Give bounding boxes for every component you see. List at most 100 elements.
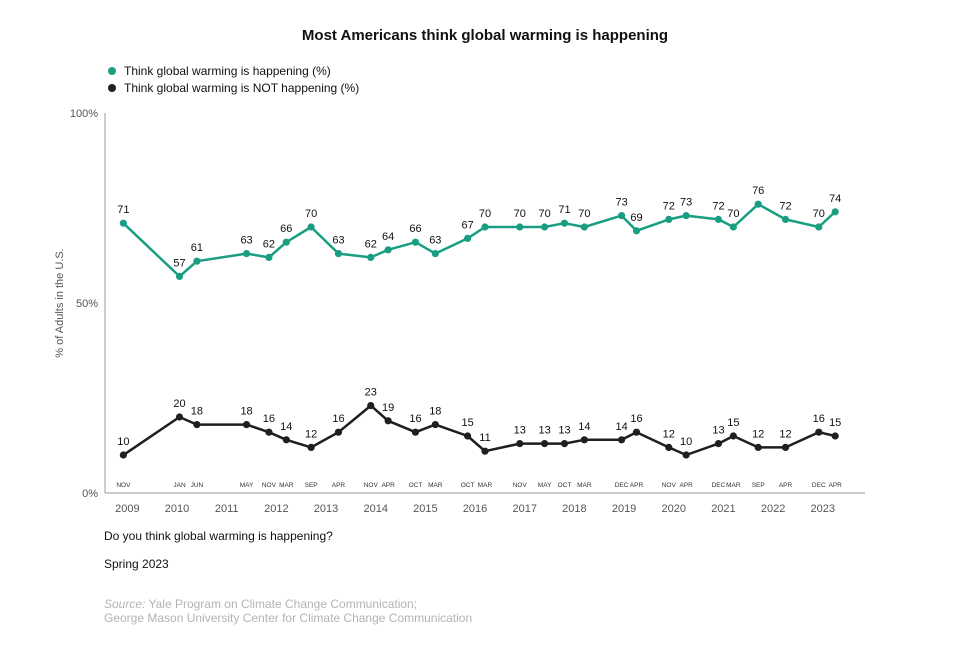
data-point-happening — [175, 272, 184, 280]
data-label-happening: 70 — [514, 208, 526, 220]
x-tick-label-month: MAR — [577, 482, 592, 489]
y-axis-title: % of Adults in the U.S. — [54, 248, 66, 357]
y-tick-label: 100% — [70, 108, 98, 120]
x-tick-label-month: APR — [381, 482, 395, 489]
data-label-happening: 70 — [538, 208, 550, 220]
x-tick-label-month: APR — [630, 482, 644, 489]
data-label-happening: 62 — [365, 238, 377, 250]
x-tick-label-month: DEC — [812, 482, 826, 489]
x-tick-label-month: NOV — [262, 482, 277, 489]
legend-label-happening: Think global warming is happening (%) — [124, 64, 331, 78]
data-point-happening — [464, 234, 472, 242]
data-point-happening — [815, 223, 823, 231]
data-point-happening — [431, 250, 439, 258]
x-tick-label-year: 2009 — [115, 503, 139, 515]
data-label-not_happening: 11 — [479, 432, 490, 444]
data-point-happening — [781, 215, 790, 223]
legend-label-not-happening: Think global warming is NOT happening (%… — [124, 81, 360, 95]
data-point-happening — [242, 250, 251, 258]
data-point-happening — [265, 253, 273, 261]
data-point-not_happening — [193, 421, 201, 429]
x-tick-label-month: DEC — [615, 482, 629, 489]
data-label-happening: 61 — [191, 242, 203, 254]
x-tick-label-month: JUN — [191, 482, 204, 489]
data-point-happening — [367, 253, 375, 261]
data-point-not_happening — [541, 440, 549, 448]
x-tick-label-month: MAR — [726, 482, 741, 489]
x-tick-label-year: 2012 — [264, 503, 288, 515]
survey-question: Do you think global warming is happening… — [104, 529, 333, 543]
data-label-not_happening: 10 — [680, 436, 692, 448]
data-point-not_happening — [307, 443, 315, 451]
data-label-not_happening: 14 — [578, 421, 590, 433]
data-label-happening: 71 — [117, 204, 129, 216]
data-label-happening: 74 — [829, 193, 841, 205]
x-tick-label-month: MAY — [240, 482, 254, 489]
data-point-not_happening — [831, 432, 839, 440]
legend-marker-not-happening — [108, 84, 116, 92]
data-point-not_happening — [729, 432, 737, 440]
x-tick-label-month: OCT — [558, 482, 572, 489]
data-point-happening — [384, 246, 392, 254]
data-label-happening: 62 — [263, 238, 275, 250]
line-chart: 0%50%100%% of Adults in the U.S.2009 2010… — [54, 108, 865, 515]
data-label-not_happening: 15 — [829, 417, 841, 429]
data-point-not_happening — [411, 428, 420, 436]
data-label-happening: 63 — [332, 235, 344, 247]
x-tick-label-month: SEP — [305, 482, 318, 489]
data-point-not_happening — [682, 451, 690, 459]
data-point-happening — [282, 238, 290, 246]
data-label-happening: 72 — [663, 200, 675, 212]
data-label-not_happening: 12 — [305, 428, 317, 440]
data-point-not_happening — [714, 440, 723, 448]
data-point-not_happening — [175, 413, 184, 421]
y-tick-label: 0% — [82, 488, 98, 500]
data-point-happening — [665, 215, 673, 223]
data-label-not_happening: 13 — [558, 425, 570, 437]
x-tick-label-year: 2014 — [363, 503, 387, 515]
legend-item-not-happening: Think global warming is NOT happening (%… — [108, 81, 359, 95]
x-tick-label-month: OCT — [461, 482, 475, 489]
data-label-happening: 76 — [752, 185, 764, 197]
data-label-not_happening: 14 — [280, 421, 292, 433]
data-point-happening — [831, 208, 839, 216]
data-point-not_happening — [334, 428, 343, 436]
x-tick-label-year: 2010 — [165, 503, 189, 515]
x-tick-label-year: 2017 — [512, 503, 536, 515]
source-line-1: Yale Program on Climate Change Communica… — [148, 597, 418, 611]
data-label-not_happening: 12 — [752, 428, 764, 440]
x-tick-label-month: MAR — [478, 482, 493, 489]
x-tick-label-month: NOV — [662, 482, 677, 489]
x-tick-label-month: NOV — [364, 482, 379, 489]
source-note: Source: Yale Program on Climate Change C… — [104, 597, 472, 625]
series-line-happening — [122, 202, 837, 278]
x-tick-label-year: 2023 — [811, 503, 835, 515]
data-point-not_happening — [815, 428, 823, 436]
data-point-not_happening — [560, 440, 569, 448]
data-point-happening — [560, 219, 569, 227]
data-point-happening — [618, 212, 626, 220]
data-point-happening — [307, 223, 315, 231]
data-label-happening: 70 — [813, 208, 825, 220]
data-point-not_happening — [754, 443, 762, 451]
data-point-not_happening — [781, 443, 790, 451]
series-line-not_happening — [122, 404, 836, 457]
data-label-not_happening: 20 — [173, 398, 185, 410]
survey-date: Spring 2023 — [104, 557, 169, 571]
x-tick-label-year: 2016 — [463, 503, 487, 515]
x-tick-label-month: APR — [779, 482, 793, 489]
data-point-happening — [334, 250, 343, 258]
data-label-happening: 72 — [712, 200, 724, 212]
data-point-not_happening — [516, 440, 524, 448]
data-label-happening: 64 — [382, 231, 394, 243]
x-tick-label-month: MAR — [279, 482, 294, 489]
data-point-not_happening — [580, 436, 588, 444]
data-point-happening — [481, 223, 489, 231]
data-label-not_happening: 16 — [263, 413, 275, 425]
data-point-not_happening — [242, 421, 251, 429]
data-label-not_happening: 15 — [727, 417, 739, 429]
data-label-happening: 73 — [615, 197, 627, 209]
data-label-happening: 73 — [680, 197, 692, 209]
x-tick-label-year: 2021 — [711, 503, 735, 515]
data-point-happening — [729, 223, 737, 231]
